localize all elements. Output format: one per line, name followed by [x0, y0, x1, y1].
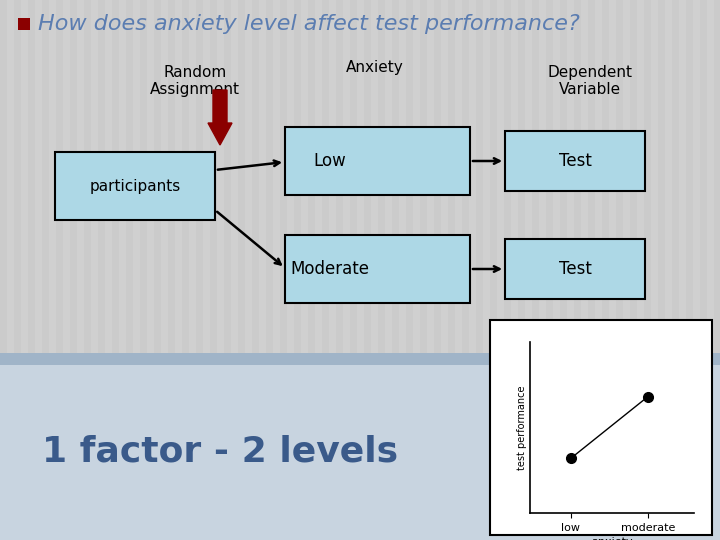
Text: How does anxiety level affect test performance?: How does anxiety level affect test perfo…	[38, 14, 580, 34]
Text: participants: participants	[89, 179, 181, 193]
Bar	[672, 0, 679, 540]
Bar	[140, 0, 147, 540]
Bar	[602, 0, 609, 540]
Bar	[616, 0, 623, 540]
Text: Anxiety: Anxiety	[346, 60, 404, 75]
Bar	[644, 0, 651, 540]
Y-axis label: test performance: test performance	[517, 385, 527, 470]
Bar	[252, 0, 259, 540]
Bar	[18, 18, 30, 30]
Text: Dependent
Variable: Dependent Variable	[547, 65, 632, 97]
Bar	[224, 0, 231, 540]
Bar	[266, 0, 273, 540]
Bar	[505, 131, 645, 191]
Bar	[546, 0, 553, 540]
FancyArrow shape	[208, 90, 232, 145]
Bar	[532, 0, 539, 540]
Text: Test: Test	[559, 152, 591, 170]
Bar	[420, 0, 427, 540]
Bar	[630, 0, 637, 540]
Bar	[168, 0, 175, 540]
Bar	[112, 0, 119, 540]
Bar	[294, 0, 301, 540]
Text: Moderate: Moderate	[290, 260, 369, 278]
Text: Test: Test	[559, 260, 591, 278]
Bar	[504, 0, 511, 540]
Bar	[476, 0, 483, 540]
Bar	[378, 0, 385, 540]
Bar	[588, 0, 595, 540]
Bar	[518, 0, 525, 540]
Text: 1 factor - 2 levels: 1 factor - 2 levels	[42, 435, 398, 469]
Bar	[308, 0, 315, 540]
Bar	[714, 0, 720, 540]
Bar	[55, 152, 215, 220]
Bar	[434, 0, 441, 540]
Text: Low: Low	[314, 152, 346, 170]
Bar	[285, 235, 470, 303]
Bar	[448, 0, 455, 540]
Bar	[182, 0, 189, 540]
Bar	[700, 0, 707, 540]
Bar	[406, 0, 413, 540]
Bar	[70, 0, 77, 540]
Bar	[686, 0, 693, 540]
Bar	[210, 0, 217, 540]
Bar	[392, 0, 399, 540]
Bar	[322, 0, 329, 540]
Bar	[98, 0, 105, 540]
Bar	[0, 0, 7, 540]
Bar	[462, 0, 469, 540]
Bar	[336, 0, 343, 540]
Bar	[126, 0, 133, 540]
Text: Random
Assignment: Random Assignment	[150, 65, 240, 97]
Bar	[560, 0, 567, 540]
Bar	[84, 0, 91, 540]
Bar	[0, 365, 720, 540]
Bar	[238, 0, 245, 540]
Bar	[285, 127, 470, 195]
Bar	[0, 353, 720, 365]
Bar	[574, 0, 581, 540]
Bar	[42, 0, 49, 540]
Bar	[350, 0, 357, 540]
Bar	[56, 0, 63, 540]
X-axis label: anxiety: anxiety	[591, 537, 633, 540]
Bar	[364, 0, 371, 540]
Bar	[505, 239, 645, 299]
Bar	[280, 0, 287, 540]
Bar	[14, 0, 21, 540]
Bar	[490, 0, 497, 540]
Bar	[490, 320, 712, 535]
Bar	[154, 0, 161, 540]
Bar	[658, 0, 665, 540]
Bar	[196, 0, 203, 540]
Bar	[28, 0, 35, 540]
